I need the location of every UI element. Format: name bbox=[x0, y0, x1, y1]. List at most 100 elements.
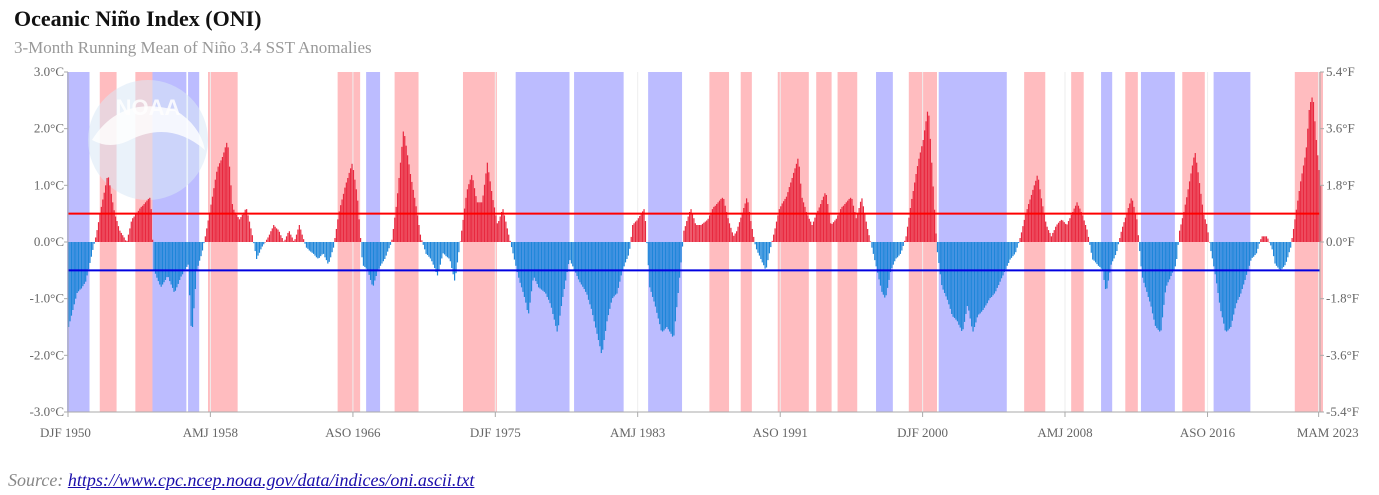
oni-bar bbox=[1117, 242, 1119, 245]
oni-bar bbox=[624, 242, 627, 263]
oni-bar bbox=[791, 177, 793, 242]
oni-bar bbox=[352, 170, 355, 242]
oni-bar bbox=[693, 218, 695, 242]
oni-bar bbox=[644, 221, 647, 242]
oni-bar bbox=[1253, 242, 1255, 257]
oni-bar bbox=[428, 242, 430, 257]
oni-bar bbox=[747, 202, 749, 242]
oni-bar bbox=[1015, 242, 1017, 253]
oni-bar bbox=[764, 242, 766, 269]
oni-bar bbox=[610, 242, 612, 303]
oni-bar bbox=[691, 213, 694, 242]
oni-bar bbox=[207, 220, 209, 242]
oni-bar bbox=[95, 237, 97, 242]
oni-bar bbox=[828, 213, 830, 242]
oni-bar bbox=[1314, 121, 1316, 242]
oni-bar bbox=[315, 242, 318, 258]
oni-bar bbox=[1149, 242, 1151, 302]
oni-bar bbox=[439, 242, 441, 265]
oni-bar bbox=[256, 242, 258, 259]
oni-bar bbox=[837, 215, 839, 242]
oni-bar bbox=[1100, 242, 1102, 269]
oni-bar bbox=[475, 196, 477, 242]
oni-bar bbox=[716, 204, 718, 242]
x-tick-label: DJF 1950 bbox=[40, 425, 91, 440]
oni-bar bbox=[956, 242, 959, 322]
oni-bar bbox=[1180, 224, 1182, 242]
oni-bar bbox=[1258, 242, 1260, 244]
oni-bar bbox=[710, 212, 712, 242]
x-tick-label: DJF 1975 bbox=[470, 425, 521, 440]
oni-bar bbox=[1059, 221, 1061, 242]
oni-bar bbox=[822, 196, 825, 242]
oni-bar bbox=[422, 242, 424, 245]
oni-bar bbox=[1181, 218, 1184, 242]
oni-bar bbox=[573, 242, 575, 270]
oni-bar bbox=[834, 220, 836, 242]
oni-bar bbox=[298, 225, 300, 242]
oni-bar bbox=[916, 166, 919, 242]
oni-bar bbox=[503, 215, 506, 242]
oni-bar bbox=[1076, 202, 1078, 242]
oni-bar bbox=[1234, 242, 1236, 309]
oni-bar bbox=[90, 242, 92, 257]
oni-bar bbox=[713, 206, 715, 242]
oni-bar bbox=[100, 206, 102, 242]
oni-bar bbox=[902, 242, 904, 246]
oni-bar bbox=[889, 242, 892, 273]
oni-bar bbox=[1023, 219, 1025, 242]
oni-bar bbox=[1161, 242, 1164, 318]
oni-bar bbox=[953, 242, 956, 318]
oni-bar bbox=[566, 242, 568, 273]
y-left-tick-label: -1.0°C bbox=[30, 291, 64, 306]
oni-bar bbox=[797, 158, 799, 242]
oni-bar bbox=[969, 242, 971, 319]
oni-bar bbox=[382, 242, 384, 262]
oni-bar bbox=[164, 242, 167, 280]
oni-bar bbox=[147, 198, 149, 242]
oni-bar bbox=[137, 210, 140, 242]
oni-bar bbox=[314, 242, 316, 256]
oni-bar bbox=[811, 225, 813, 242]
oni-bar bbox=[311, 242, 313, 253]
oni-bar bbox=[217, 166, 219, 242]
oni-bar bbox=[1174, 242, 1176, 267]
oni-bar bbox=[1193, 157, 1195, 242]
oni-bar bbox=[372, 242, 375, 286]
oni-bar bbox=[435, 242, 437, 273]
oni-bar bbox=[374, 242, 376, 281]
oni-bar bbox=[733, 235, 735, 242]
oni-bar bbox=[1137, 235, 1139, 242]
oni-bar bbox=[1012, 242, 1014, 257]
oni-bar bbox=[419, 234, 422, 242]
oni-bar bbox=[123, 237, 125, 242]
oni-bar bbox=[1075, 205, 1077, 242]
oni-bar bbox=[1177, 242, 1179, 245]
oni-bar bbox=[1220, 242, 1222, 312]
oni-bar bbox=[1018, 242, 1020, 244]
oni-bar bbox=[1053, 230, 1055, 242]
oni-bar bbox=[294, 239, 296, 242]
oni-bar bbox=[743, 208, 745, 242]
oni-bar bbox=[478, 202, 480, 242]
oni-bar bbox=[237, 217, 239, 242]
oni-bar bbox=[162, 242, 164, 285]
oni-bar bbox=[677, 242, 679, 293]
oni-bar bbox=[938, 242, 940, 263]
oni-bar bbox=[1020, 232, 1023, 242]
oni-bar bbox=[697, 225, 699, 242]
oni-bar bbox=[107, 177, 110, 242]
oni-bar bbox=[434, 242, 436, 269]
oni-bar bbox=[152, 239, 154, 242]
oni-bar bbox=[1268, 242, 1270, 243]
oni-bar bbox=[911, 198, 913, 242]
oni-bar bbox=[899, 242, 902, 254]
oni-bar bbox=[519, 242, 521, 283]
source-link[interactable]: https://www.cpc.ncep.noaa.gov/data/indic… bbox=[67, 470, 475, 490]
oni-bar bbox=[167, 242, 169, 278]
oni-bar bbox=[783, 201, 785, 242]
oni-bar bbox=[657, 242, 659, 319]
threshold-lines bbox=[68, 212, 1320, 272]
oni-bar bbox=[664, 242, 667, 329]
oni-bar bbox=[102, 199, 104, 242]
